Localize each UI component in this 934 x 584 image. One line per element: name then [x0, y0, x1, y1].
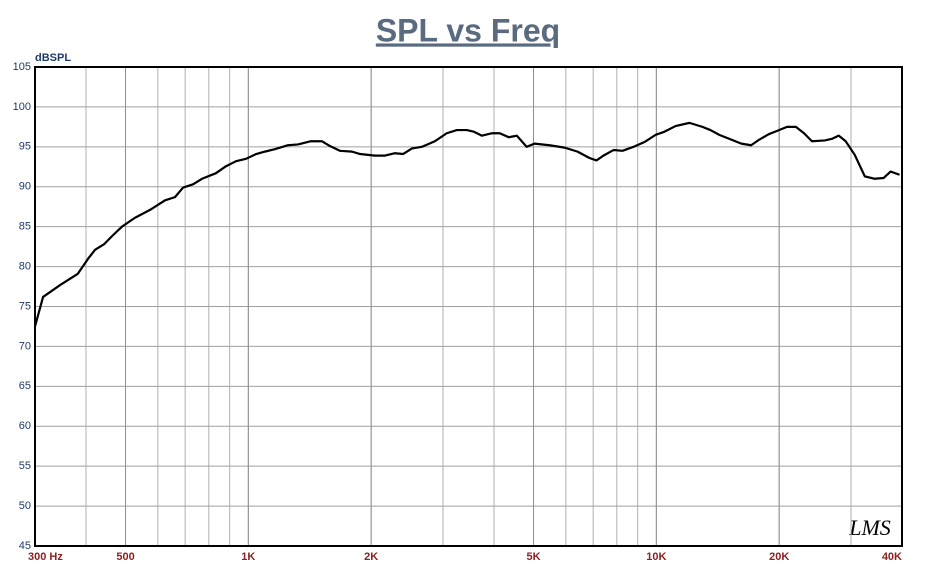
x-tick-label: 40K	[882, 551, 902, 563]
y-axis-label: dBSPL	[35, 52, 71, 64]
x-tick-label: 20K	[769, 551, 789, 563]
y-tick-label: 60	[19, 420, 31, 432]
y-tick-label: 105	[13, 61, 31, 73]
annotation: LMS	[848, 515, 891, 540]
chart-title: SPL vs Freq	[376, 12, 560, 48]
y-tick-label: 95	[19, 141, 31, 153]
series-line	[33, 121, 900, 327]
y-tick-label: 55	[19, 460, 31, 472]
x-tick-label: 300 Hz	[28, 551, 63, 563]
x-tick-label: 500	[116, 551, 134, 563]
x-tick-label: 5K	[526, 551, 540, 563]
y-tick-label: 45	[19, 540, 31, 552]
y-tick-label: 50	[19, 500, 31, 512]
y-tick-label: 90	[19, 181, 31, 193]
y-tick-label: 100	[13, 101, 31, 113]
x-tick-label: 2K	[364, 551, 378, 563]
y-tick-label: 70	[19, 340, 31, 352]
y-tick-label: 65	[19, 380, 31, 392]
y-tick-label: 75	[19, 300, 31, 312]
y-tick-label: 85	[19, 221, 31, 233]
y-tick-label: 80	[19, 260, 31, 272]
x-tick-label: 10K	[646, 551, 666, 563]
x-tick-label: 1K	[241, 551, 255, 563]
plot-frame	[34, 66, 903, 547]
